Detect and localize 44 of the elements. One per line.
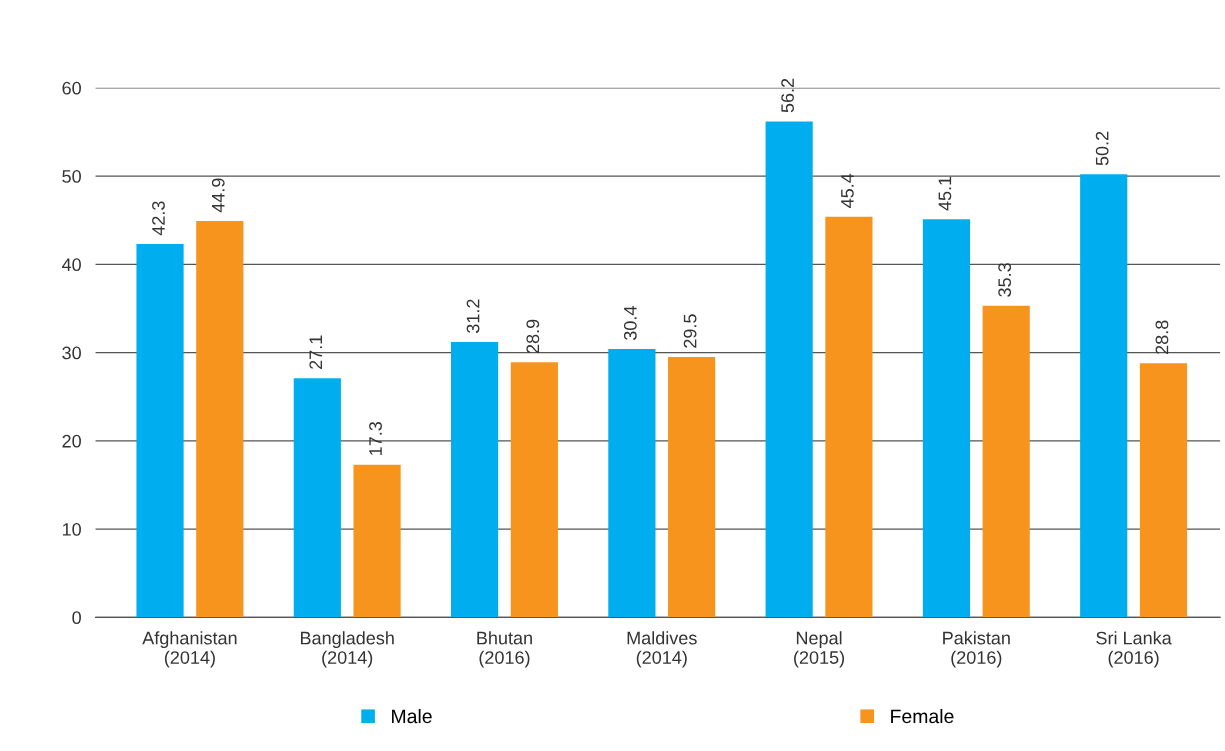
bar bbox=[1080, 174, 1128, 618]
x-tick-label: Bangladesh (2014) bbox=[301, 631, 394, 668]
bar bbox=[825, 216, 873, 618]
bar bbox=[510, 362, 558, 618]
data-label: 45.1 bbox=[938, 176, 952, 211]
data-label: 31.2 bbox=[466, 299, 480, 333]
bar bbox=[136, 244, 184, 618]
data-label: 44.9 bbox=[211, 178, 225, 213]
x-tick-label: Maldives (2014) bbox=[627, 631, 697, 668]
bar bbox=[451, 342, 499, 618]
bar bbox=[668, 357, 716, 618]
bar bbox=[765, 121, 813, 618]
y-tick-label: 0 bbox=[72, 611, 81, 625]
x-tick-label: Sri Lanka (2016) bbox=[1096, 631, 1172, 668]
x-tick-label: Nepal (2015) bbox=[794, 631, 845, 668]
bar bbox=[1139, 363, 1188, 618]
data-label: 35.3 bbox=[998, 263, 1012, 297]
data-label: 29.5 bbox=[683, 314, 697, 348]
data-label: 50.2 bbox=[1095, 131, 1109, 166]
data-label: 28.8 bbox=[1155, 320, 1169, 354]
data-label: 56.2 bbox=[781, 78, 794, 113]
legend-label: Female bbox=[891, 708, 954, 724]
bar bbox=[353, 464, 401, 618]
y-tick-label: 10 bbox=[62, 523, 81, 536]
y-tick-label: 40 bbox=[61, 258, 81, 272]
bar bbox=[982, 305, 1030, 618]
y-tick-label: 20 bbox=[62, 434, 81, 448]
x-tick-label: Pakistan (2016) bbox=[943, 631, 1010, 668]
data-label: 45.4 bbox=[841, 173, 854, 208]
y-tick-label: 60 bbox=[62, 81, 81, 95]
data-label: 28.9 bbox=[526, 319, 540, 354]
bar bbox=[608, 349, 656, 618]
legend-label: Male bbox=[392, 708, 432, 724]
y-tick-label: 30 bbox=[62, 346, 81, 360]
bar bbox=[922, 219, 971, 618]
data-label: 42.3 bbox=[152, 201, 165, 236]
x-tick-label: Bhutan (2016) bbox=[477, 631, 532, 668]
data-label: 17.3 bbox=[369, 421, 382, 455]
bar bbox=[293, 378, 341, 618]
data-label: 30.4 bbox=[623, 306, 637, 341]
bar bbox=[196, 221, 244, 618]
y-tick-label: 50 bbox=[62, 170, 81, 183]
x-tick-label: Afghanistan (2014) bbox=[142, 631, 237, 668]
data-label: 27.1 bbox=[309, 335, 322, 369]
